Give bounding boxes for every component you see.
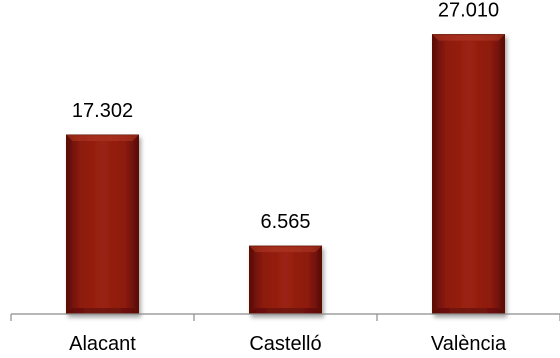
bar-body <box>432 34 505 315</box>
bar-bevel-top <box>432 34 505 41</box>
data-label: 17.302 <box>72 100 133 122</box>
bar <box>66 134 139 315</box>
bar-bevel-bottom <box>66 308 139 314</box>
x-axis-tick-labels: Alacant Castelló València <box>69 333 507 355</box>
data-labels-group: 17.302 6.565 27.010 <box>72 0 499 233</box>
x-axis-tick-label: Alacant <box>69 333 136 355</box>
data-label: 6.565 <box>260 211 310 233</box>
data-label: 27.010 <box>438 0 499 22</box>
bar-bevel-bottom <box>432 308 505 314</box>
bar-body <box>249 245 322 315</box>
x-axis-tick-marks <box>10 314 560 321</box>
bar <box>249 245 322 315</box>
bar-body <box>66 134 139 315</box>
bar <box>432 34 505 315</box>
bar-bevel-bottom <box>249 308 322 314</box>
bar-bevel-top <box>249 246 322 253</box>
x-axis-tick-label: València <box>431 333 507 355</box>
bars-group <box>66 34 505 315</box>
x-axis-tick-label: Castelló <box>249 333 321 355</box>
bar-bevel-top <box>66 135 139 142</box>
